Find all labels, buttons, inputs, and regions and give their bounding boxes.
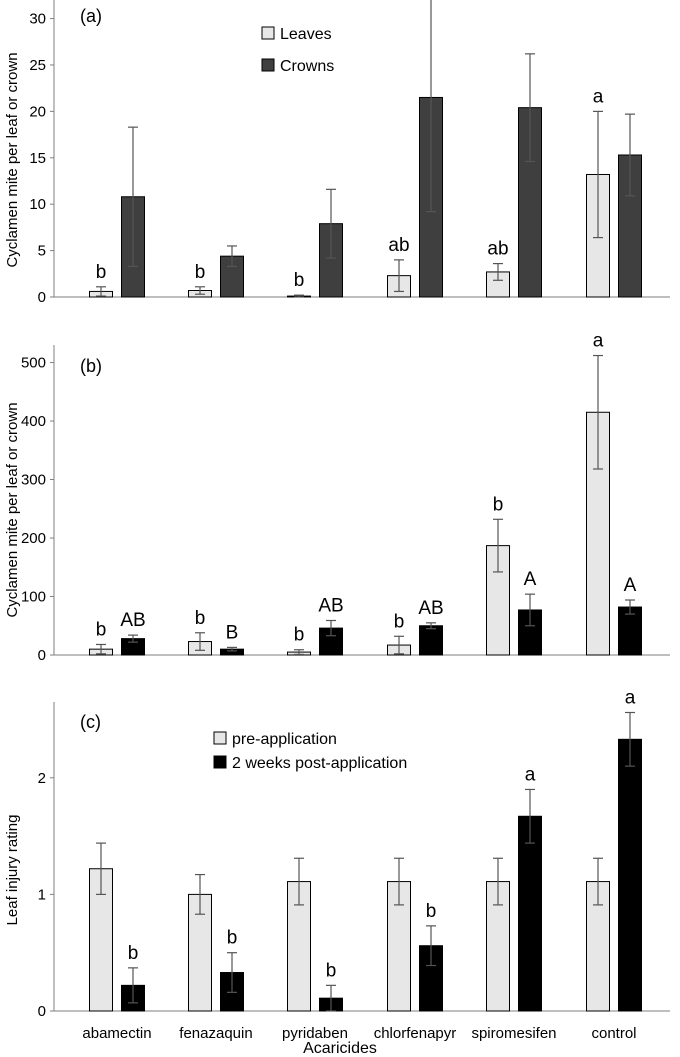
x-tick-label: fenazaquin: [179, 1025, 252, 1042]
y-tick-label: 500: [21, 355, 46, 372]
y-axis-label: Cyclamen mite per leaf or crown: [4, 52, 21, 267]
significance-letter: A: [624, 575, 637, 596]
x-tick-label: abamectin: [82, 1025, 151, 1042]
y-tick-label: 2: [38, 770, 46, 787]
y-tick-label: 5: [38, 243, 46, 260]
y-tick-label: 0: [38, 1003, 46, 1020]
significance-letter: b: [294, 270, 305, 291]
legend-label: 2 weeks post-application: [232, 755, 407, 772]
significance-letter: ab: [388, 235, 409, 256]
significance-letter: b: [128, 943, 139, 964]
legend-swatch: [261, 58, 275, 72]
significance-letter: AB: [318, 595, 343, 616]
chart-panel-a: 0 5 10 15 20 25 30 Cyclamen mite per leaf or cr…: [4, 0, 670, 306]
significance-letter: b: [294, 625, 305, 646]
x-tick-label: chlorfenapyr: [374, 1025, 457, 1042]
y-tick-label: 30: [29, 11, 46, 28]
legend-swatch: [261, 26, 275, 40]
chart-panel-b: 0 100 200 300 400 500 Cyclamen mite per leaf o…: [4, 331, 670, 664]
bar-2-weeks-post-application: [518, 815, 542, 1012]
significance-letter: b: [96, 262, 107, 283]
y-tick-label: 15: [29, 150, 46, 167]
y-tick-label: 400: [21, 413, 46, 430]
y-tick-label: 100: [21, 589, 46, 606]
significance-letter: b: [96, 619, 107, 640]
y-tick-label: 200: [21, 530, 46, 547]
y-axis-label: Leaf injury rating: [4, 815, 21, 926]
x-axis-label: Acaricides: [303, 1040, 377, 1057]
significance-letter: b: [195, 608, 206, 629]
significance-letter: b: [195, 262, 206, 283]
significance-letter: ab: [487, 239, 508, 260]
legend-swatch: [213, 731, 227, 745]
significance-letter: b: [394, 611, 405, 632]
y-tick-label: 10: [29, 196, 46, 213]
significance-letter: B: [226, 622, 239, 643]
significance-letter: b: [326, 960, 337, 981]
y-tick-label: 20: [29, 103, 46, 120]
y-tick-label: 1: [38, 886, 46, 903]
y-tick-label: 300: [21, 472, 46, 489]
significance-letter: a: [625, 687, 636, 708]
significance-letter: b: [227, 928, 238, 949]
bar-2-weeks-post-application: [419, 625, 443, 656]
legend-label: Leaves: [280, 26, 332, 43]
x-tick-label: pyridaben: [282, 1025, 348, 1042]
significance-letter: b: [493, 494, 504, 515]
bar-2-weeks-post-application: [618, 738, 642, 1012]
significance-letter: a: [525, 764, 536, 785]
legend-label: Crowns: [280, 58, 334, 75]
x-tick-label: control: [591, 1025, 636, 1042]
panel-label: (a): [80, 6, 102, 26]
significance-letter: AB: [418, 598, 443, 619]
y-axis-label: Cyclamen mite per leaf or crown: [4, 402, 21, 617]
significance-letter: A: [524, 569, 537, 590]
panel-label: (b): [80, 356, 102, 376]
x-tick-label: spiromesifen: [471, 1025, 556, 1042]
panel-label: (c): [80, 712, 101, 732]
legend-label: pre-application: [232, 731, 337, 748]
significance-letter: AB: [120, 610, 145, 631]
legend-swatch: [213, 755, 227, 769]
significance-letter: a: [593, 86, 604, 107]
significance-letter: b: [426, 901, 437, 922]
y-tick-label: 25: [29, 57, 46, 74]
y-tick-label: 0: [38, 647, 46, 664]
significance-letter: a: [593, 331, 604, 352]
y-tick-label: 0: [38, 289, 46, 306]
chart-panel-c: 0 1 2 Leaf injury rating (c) b b b b a a pre-applic…: [4, 687, 670, 1057]
